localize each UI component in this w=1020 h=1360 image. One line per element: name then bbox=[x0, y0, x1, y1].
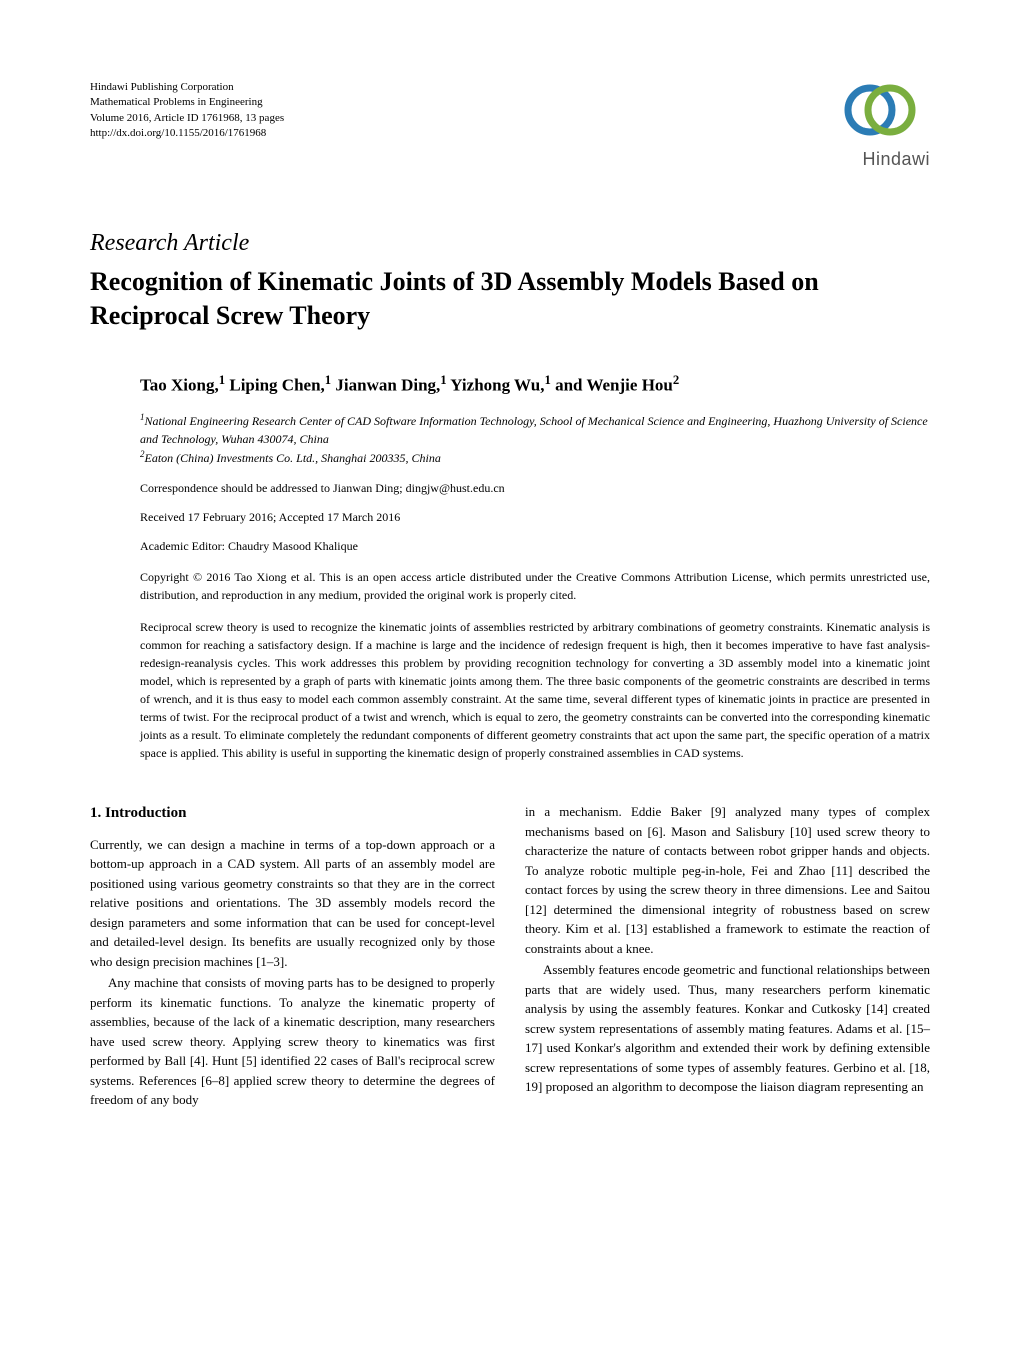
correspondence: Correspondence should be addressed to Ji… bbox=[140, 481, 930, 496]
volume-info: Volume 2016, Article ID 1761968, 13 page… bbox=[90, 111, 284, 126]
article-type: Research Article bbox=[90, 230, 930, 257]
publisher-logo: Hindawi bbox=[830, 80, 930, 170]
right-column: in a mechanism. Eddie Baker [9] analyzed… bbox=[525, 802, 930, 1112]
paragraph: Currently, we can design a machine in te… bbox=[90, 835, 495, 972]
doi-link: http://dx.doi.org/10.1155/2016/1761968 bbox=[90, 126, 284, 141]
publisher-name: Hindawi Publishing Corporation bbox=[90, 80, 284, 95]
body-columns: 1. Introduction Currently, we can design… bbox=[90, 802, 930, 1112]
authors-list: Tao Xiong,1 Liping Chen,1 Jianwan Ding,1… bbox=[140, 373, 930, 396]
dates: Received 17 February 2016; Accepted 17 M… bbox=[140, 510, 930, 525]
article-title: Recognition of Kinematic Joints of 3D As… bbox=[90, 265, 930, 333]
paragraph: Any machine that consists of moving part… bbox=[90, 973, 495, 1110]
affiliation-1: 1National Engineering Research Center of… bbox=[140, 411, 930, 448]
header-section: Hindawi Publishing Corporation Mathemati… bbox=[90, 80, 930, 170]
copyright-notice: Copyright © 2016 Tao Xiong et al. This i… bbox=[140, 568, 930, 604]
logo-text: Hindawi bbox=[830, 149, 930, 170]
hindawi-logo-icon bbox=[830, 80, 930, 140]
academic-editor: Academic Editor: Chaudry Masood Khalique bbox=[140, 539, 930, 554]
affiliation-2: 2Eaton (China) Investments Co. Ltd., Sha… bbox=[140, 448, 930, 467]
paragraph: Assembly features encode geometric and f… bbox=[525, 960, 930, 1097]
paragraph: in a mechanism. Eddie Baker [9] analyzed… bbox=[525, 802, 930, 958]
affiliations: 1National Engineering Research Center of… bbox=[140, 411, 930, 467]
section-heading: 1. Introduction bbox=[90, 802, 495, 825]
journal-name: Mathematical Problems in Engineering bbox=[90, 95, 284, 110]
left-column: 1. Introduction Currently, we can design… bbox=[90, 802, 495, 1112]
publisher-info: Hindawi Publishing Corporation Mathemati… bbox=[90, 80, 284, 142]
abstract: Reciprocal screw theory is used to recog… bbox=[140, 618, 930, 762]
page-container: Hindawi Publishing Corporation Mathemati… bbox=[0, 0, 1020, 1152]
